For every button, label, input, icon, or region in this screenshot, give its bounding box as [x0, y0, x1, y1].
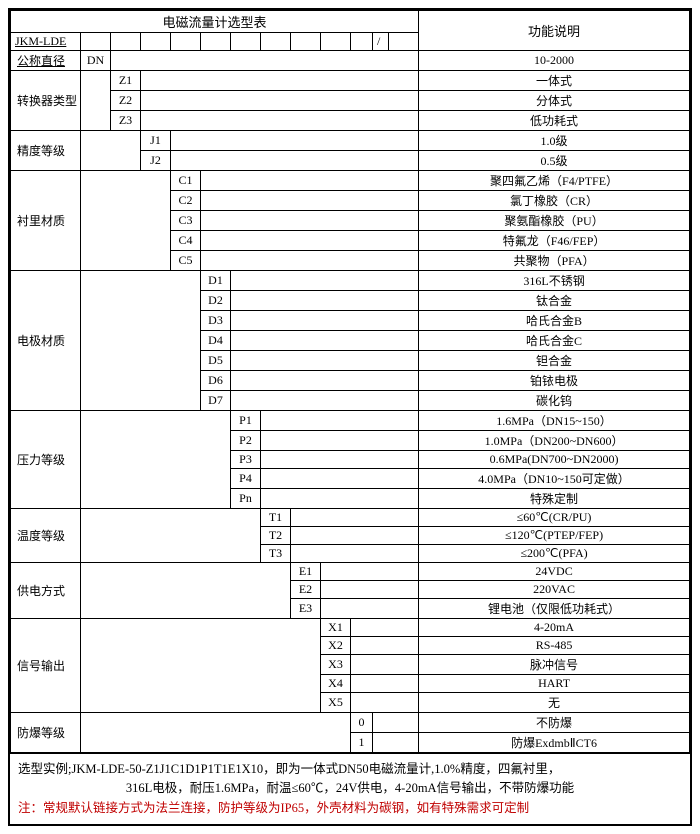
- row-electrode-label: 电极材质: [11, 271, 81, 411]
- desc-x3: 脉冲信号: [419, 655, 690, 675]
- code-c2: C2: [171, 191, 201, 211]
- footer-note: 注：常规默认链接方式为法兰连接，防护等级为IP65，外壳材料为碳钢，如有特殊需求…: [18, 799, 682, 818]
- desc-z2: 分体式: [419, 91, 690, 111]
- desc-dn: 10-2000: [419, 51, 690, 71]
- code-z1: Z1: [111, 71, 141, 91]
- desc-e3: 锂电池（仅限低功耗式）: [419, 599, 690, 619]
- code-d4: D4: [201, 331, 231, 351]
- code-c4: C4: [171, 231, 201, 251]
- desc-pn: 特殊定制: [419, 489, 690, 509]
- desc-p4: 4.0MPa（DN10~150可定做）: [419, 469, 690, 489]
- code-p2: P2: [231, 431, 261, 451]
- desc-x2: RS-485: [419, 637, 690, 655]
- code-dn: DN: [81, 51, 111, 71]
- code-d2: D2: [201, 291, 231, 311]
- title-left: 电磁流量计选型表: [11, 11, 419, 33]
- code-d5: D5: [201, 351, 231, 371]
- desc-d1: 316L不锈钢: [419, 271, 690, 291]
- code-p3: P3: [231, 451, 261, 469]
- row-power-label: 供电方式: [11, 563, 81, 619]
- code-pn: Pn: [231, 489, 261, 509]
- desc-d7: 碳化钨: [419, 391, 690, 411]
- code-x4: X4: [321, 675, 351, 693]
- code-t1: T1: [261, 509, 291, 527]
- code-j2: J2: [141, 151, 171, 171]
- row-accuracy-label: 精度等级: [11, 131, 81, 171]
- desc-x5: 无: [419, 693, 690, 713]
- code-c3: C3: [171, 211, 201, 231]
- desc-p1: 1.6MPa（DN15~150）: [419, 411, 690, 431]
- code-t2: T2: [261, 527, 291, 545]
- desc-c1: 聚四氟乙烯（F4/PTFE）: [419, 171, 690, 191]
- code-ex0: 0: [351, 713, 373, 733]
- desc-t1: ≤60℃(CR/PU): [419, 509, 690, 527]
- code-e3: E3: [291, 599, 321, 619]
- footer-example-2: 316L电极，耐压1.6MPa，耐温≤60℃，24V供电，4-20mA信号输出，…: [18, 779, 682, 798]
- code-x1: X1: [321, 619, 351, 637]
- code-x5: X5: [321, 693, 351, 713]
- desc-z1: 一体式: [419, 71, 690, 91]
- model-prefix: JKM-LDE: [11, 33, 81, 51]
- footer-example-1: 选型实例;JKM-LDE-50-Z1J1C1D1P1T1E1X10，即为一体式D…: [18, 760, 682, 779]
- desc-c5: 共聚物（PFA）: [419, 251, 690, 271]
- code-c5: C5: [171, 251, 201, 271]
- code-c1: C1: [171, 171, 201, 191]
- desc-p2: 1.0MPa（DN200~DN600）: [419, 431, 690, 451]
- desc-d6: 铂铱电极: [419, 371, 690, 391]
- code-z3: Z3: [111, 111, 141, 131]
- code-e1: E1: [291, 563, 321, 581]
- row-lining-label: 衬里材质: [11, 171, 81, 271]
- code-z2: Z2: [111, 91, 141, 111]
- desc-ex1: 防爆ExdmbⅡCT6: [419, 733, 690, 753]
- slash-cell: /: [373, 33, 389, 51]
- row-nominal-dia-label: 公称直径: [11, 51, 81, 71]
- selection-table-container: 电磁流量计选型表 功能说明 JKM-LDE / 公称直径 DN 10-2000 …: [8, 8, 692, 826]
- desc-z3: 低功耗式: [419, 111, 690, 131]
- desc-c3: 聚氨酯橡胶（PU）: [419, 211, 690, 231]
- title-right: 功能说明: [419, 11, 690, 51]
- row-pressure-label: 压力等级: [11, 411, 81, 509]
- footer: 选型实例;JKM-LDE-50-Z1J1C1D1P1T1E1X10，即为一体式D…: [10, 753, 690, 824]
- selection-table: 电磁流量计选型表 功能说明 JKM-LDE / 公称直径 DN 10-2000 …: [10, 10, 690, 753]
- code-ex1: 1: [351, 733, 373, 753]
- row-explosion-label: 防爆等级: [11, 713, 81, 753]
- desc-d3: 哈氏合金B: [419, 311, 690, 331]
- code-d1: D1: [201, 271, 231, 291]
- desc-x1: 4-20mA: [419, 619, 690, 637]
- code-t3: T3: [261, 545, 291, 563]
- row-converter-label: 转换器类型: [11, 71, 81, 131]
- desc-c4: 特氟龙（F46/FEP）: [419, 231, 690, 251]
- desc-d4: 哈氏合金C: [419, 331, 690, 351]
- desc-j1: 1.0级: [419, 131, 690, 151]
- code-d7: D7: [201, 391, 231, 411]
- desc-e1: 24VDC: [419, 563, 690, 581]
- code-p1: P1: [231, 411, 261, 431]
- desc-ex0: 不防爆: [419, 713, 690, 733]
- row-signal-label: 信号输出: [11, 619, 81, 713]
- code-d3: D3: [201, 311, 231, 331]
- desc-d5: 钽合金: [419, 351, 690, 371]
- code-x2: X2: [321, 637, 351, 655]
- desc-p3: 0.6MPa(DN700~DN2000): [419, 451, 690, 469]
- code-d6: D6: [201, 371, 231, 391]
- desc-e2: 220VAC: [419, 581, 690, 599]
- desc-c2: 氯丁橡胶（CR）: [419, 191, 690, 211]
- row-temperature-label: 温度等级: [11, 509, 81, 563]
- desc-d2: 钛合金: [419, 291, 690, 311]
- code-e2: E2: [291, 581, 321, 599]
- desc-j2: 0.5级: [419, 151, 690, 171]
- desc-t3: ≤200℃(PFA): [419, 545, 690, 563]
- desc-x4: HART: [419, 675, 690, 693]
- code-x3: X3: [321, 655, 351, 675]
- code-j1: J1: [141, 131, 171, 151]
- code-p4: P4: [231, 469, 261, 489]
- desc-t2: ≤120℃(PTEP/FEP): [419, 527, 690, 545]
